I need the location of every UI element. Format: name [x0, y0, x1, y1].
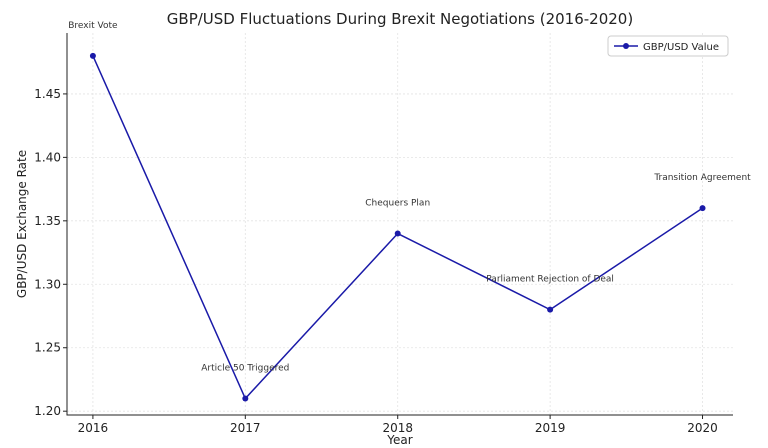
annotation-label: Brexit Vote: [68, 21, 118, 31]
data-point: [242, 395, 249, 402]
legend-box: [607, 35, 729, 57]
series-layer: [89, 52, 706, 402]
legend: GBP/USD Value: [607, 35, 729, 57]
data-point: [89, 52, 96, 59]
y-tick-label: 1.45: [34, 87, 61, 101]
annotation-label: Transition Agreement: [653, 173, 751, 183]
annotation-label: Chequers Plan: [365, 199, 430, 209]
legend-marker: [623, 43, 629, 49]
axes: [66, 33, 733, 416]
data-point: [547, 306, 554, 313]
y-tick-label: 1.30: [34, 277, 61, 291]
y-tick-label: 1.40: [34, 150, 61, 164]
x-axis-ticks: 2016 2017 2018 2019 2020: [78, 415, 718, 435]
data-point: [394, 230, 401, 237]
x-tick-label: 2019: [535, 421, 566, 435]
axis-spines: [66, 33, 733, 416]
annotation-label: Parliament Rejection of Deal: [486, 275, 614, 285]
chart-title: GBP/USD Fluctuations During Brexit Negot…: [167, 10, 633, 28]
y-tick-label: 1.35: [34, 214, 61, 228]
y-axis-ticks: 1.20 1.25 1.30 1.35 1.40 1.45: [34, 87, 67, 418]
grid: [67, 33, 733, 415]
x-tick-label: 2017: [230, 421, 261, 435]
legend-label: GBP/USD Value: [643, 42, 719, 53]
y-tick-label: 1.25: [34, 341, 61, 355]
series-line: [92, 55, 703, 400]
x-tick-label: 2016: [78, 421, 109, 435]
data-point: [699, 205, 706, 212]
y-axis-label: GBP/USD Exchange Rate: [15, 150, 29, 298]
annotations: Brexit Vote Article 50 Triggered Chequers …: [68, 21, 751, 374]
y-tick-label: 1.20: [34, 404, 61, 418]
x-tick-label: 2020: [687, 421, 718, 435]
x-tick-label: 2018: [382, 421, 413, 435]
x-axis-label: Year: [386, 433, 412, 447]
annotation-label: Article 50 Triggered: [201, 364, 289, 374]
